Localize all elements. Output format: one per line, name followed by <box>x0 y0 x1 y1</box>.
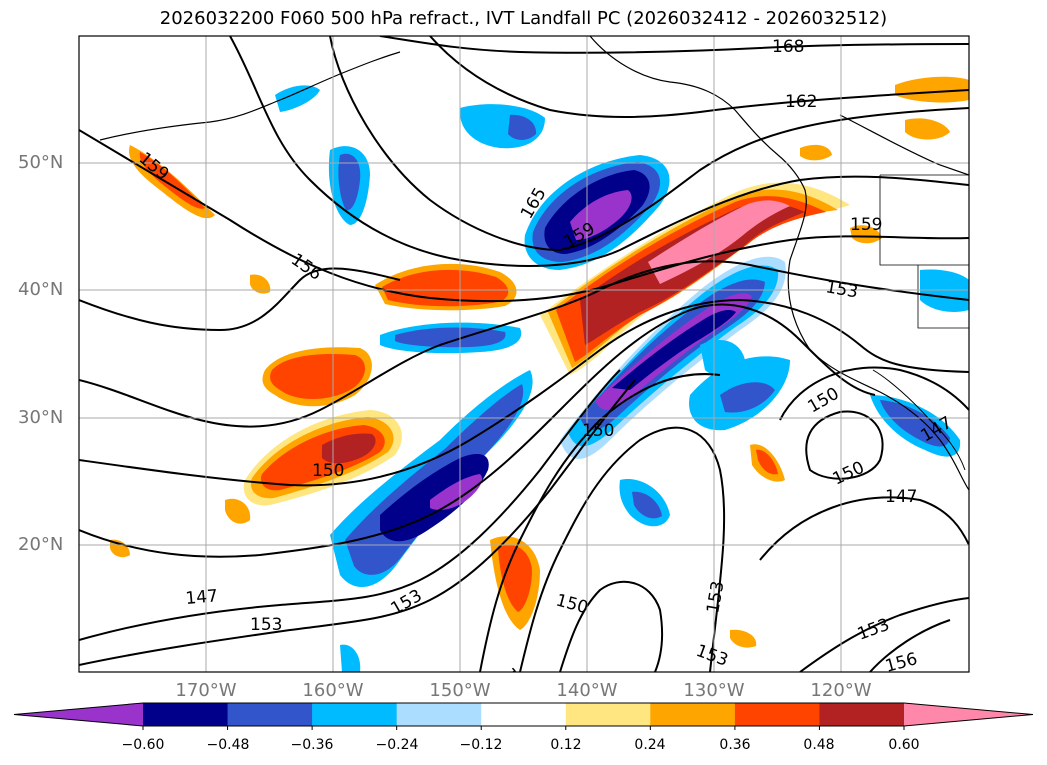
contour-label: 150 <box>582 421 614 441</box>
colorbar <box>13 702 1034 730</box>
lon-tick-label: 140°W <box>556 680 618 701</box>
gridlines <box>79 36 969 672</box>
colorbar-extend-right <box>904 703 1033 726</box>
colorbar-segment <box>734 703 820 726</box>
colorbar-segment <box>396 703 482 726</box>
colorbar-segment <box>312 703 398 726</box>
colorbar-tick-label: −0.24 <box>375 737 419 753</box>
colorbar-segment <box>143 703 229 726</box>
lat-tick-label: 50°N <box>18 152 64 173</box>
contour-lines <box>79 36 969 672</box>
colorbar-tick-label: −0.36 <box>290 737 334 753</box>
colorbar-tick-label: 0.12 <box>550 737 582 753</box>
lon-tick-label: 160°W <box>302 680 364 701</box>
map-content: 168 162 165 159 159 159 156 153 150 150 … <box>79 36 969 694</box>
colorbar-tick-label: 0.60 <box>888 737 920 753</box>
contour-label: 156 <box>883 649 920 677</box>
colorbar-tick-label: 0.24 <box>634 737 666 753</box>
colorbar-tick-label: −0.60 <box>121 737 165 753</box>
colorbar-segment <box>819 703 905 726</box>
lon-tick-label: 170°W <box>175 680 237 701</box>
contour-label: 168 <box>772 37 804 57</box>
colorbar-tick-label: 0.48 <box>803 737 835 753</box>
lon-tick-label: 150°W <box>429 680 491 701</box>
colorbar-segment <box>481 703 567 726</box>
contour-label: 150 <box>312 461 344 481</box>
contour-label: 162 <box>785 92 817 112</box>
colorbar-tick-label: −0.48 <box>206 737 250 753</box>
map-frame <box>78 35 970 673</box>
colorbar-segment <box>227 703 313 726</box>
lat-tick-label: 20°N <box>18 534 64 555</box>
contour-label: 15 <box>498 665 526 694</box>
lon-tick-label: 130°W <box>683 680 745 701</box>
contour-label: 159 <box>850 215 882 235</box>
colorbar-segment <box>565 703 651 726</box>
colorbar-segment <box>650 703 736 726</box>
contour-label: 147 <box>185 586 219 609</box>
lat-tick-label: 30°N <box>18 407 64 428</box>
contour-label: 147 <box>885 487 917 507</box>
map-title: 2026032200 F060 500 hPa refract., IVT La… <box>159 8 888 29</box>
colorbar-tick-label: 0.36 <box>719 737 751 753</box>
colorbar-extend-left <box>14 703 143 726</box>
lat-tick-label: 40°N <box>18 279 64 300</box>
colorbar-tick-label: −0.12 <box>459 737 503 753</box>
contour-label: 153 <box>250 615 282 635</box>
coastlines <box>99 36 969 491</box>
lon-tick-label: 120°W <box>810 680 872 701</box>
